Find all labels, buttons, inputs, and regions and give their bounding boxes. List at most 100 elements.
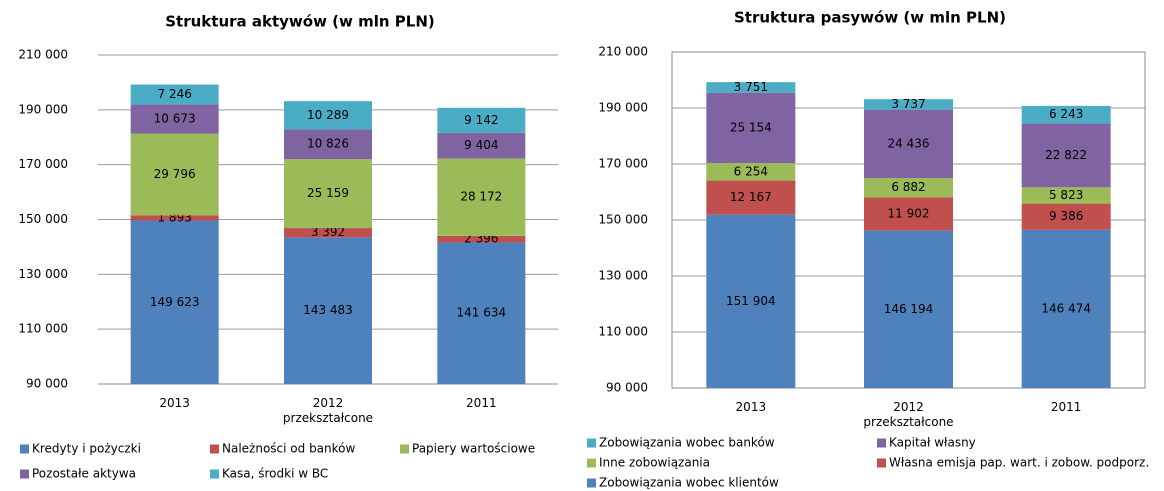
data-label: 29 796 xyxy=(154,167,196,181)
bar-segment xyxy=(864,99,953,110)
y-tick-label: 130 000 xyxy=(18,267,68,281)
legend-label: Należności od banków xyxy=(222,442,356,456)
bar-segment xyxy=(864,230,953,388)
bar-segment xyxy=(706,214,796,388)
legend-swatch xyxy=(210,469,219,479)
y-tick-label: 190 000 xyxy=(598,101,648,115)
legend-label: Kasa, środki w BC xyxy=(222,467,328,481)
bar-segment xyxy=(284,228,372,238)
data-label: 10 289 xyxy=(307,108,349,122)
y-tick-label: 150 000 xyxy=(18,212,68,226)
bar-segment xyxy=(1021,105,1111,124)
data-label: 25 159 xyxy=(307,186,349,200)
bar-segment xyxy=(437,107,526,133)
y-tick-label: 90 000 xyxy=(606,381,648,395)
legend-swatch xyxy=(400,444,409,454)
data-label: 146 194 xyxy=(884,302,934,316)
bar-segment xyxy=(437,132,526,159)
legend-label: Pozostałe aktywa xyxy=(32,467,136,481)
x-tick-label: 2012 przekształcone xyxy=(283,396,373,425)
bar-segment xyxy=(130,84,219,105)
bar-segment xyxy=(130,215,219,221)
y-tick-label: 150 000 xyxy=(598,213,648,227)
data-label: 3 751 xyxy=(734,80,768,94)
legend-swatch xyxy=(210,444,219,454)
data-label: 9 386 xyxy=(1049,209,1083,223)
data-label: 3 392 xyxy=(311,225,345,239)
data-label: 6 243 xyxy=(1049,107,1083,121)
data-label: 11 902 xyxy=(888,206,930,220)
legend-swatch xyxy=(20,469,29,479)
data-label: 5 823 xyxy=(1049,188,1083,202)
bar-segment xyxy=(437,235,526,243)
data-label: 24 436 xyxy=(888,136,930,150)
data-label: 6 882 xyxy=(891,180,925,194)
legend-label: Własna emisja pap. wart. i zobow. podpor… xyxy=(889,456,1149,470)
legend-label: Zobowiązania wobec klientów xyxy=(599,476,779,490)
y-tick-label: 170 000 xyxy=(598,157,648,171)
data-label: 9 404 xyxy=(464,138,498,152)
bar-segment xyxy=(1021,229,1111,388)
y-tick-label: 110 000 xyxy=(598,325,648,339)
bar-segment xyxy=(284,129,372,160)
bar-segment xyxy=(130,220,219,384)
legend-label: Kredyty i pożyczki xyxy=(32,442,141,456)
data-label: 149 623 xyxy=(150,295,200,309)
bar-segment xyxy=(437,242,526,384)
data-label: 10 826 xyxy=(307,137,349,151)
bar-segment xyxy=(706,82,796,93)
bar-segment xyxy=(1021,123,1111,188)
y-tick-label: 190 000 xyxy=(18,102,68,116)
legend-label: Papiery wartościowe xyxy=(412,442,535,456)
data-label: 3 737 xyxy=(891,97,925,111)
x-tick-label: 2012 przekształcone xyxy=(863,400,953,429)
data-label: 151 904 xyxy=(726,294,776,308)
x-tick-label: 2013 xyxy=(159,396,190,410)
data-label: 7 246 xyxy=(157,87,191,101)
y-tick-label: 110 000 xyxy=(18,322,68,336)
bar-segment xyxy=(130,133,219,216)
chart-title: Struktura pasywów (w mln PLN) xyxy=(734,9,1006,27)
bar-segment xyxy=(864,178,953,198)
x-tick-label: 2013 xyxy=(736,400,767,414)
data-label: 141 634 xyxy=(457,306,507,320)
y-tick-label: 130 000 xyxy=(598,269,648,283)
data-label: 10 673 xyxy=(154,112,196,126)
data-label: 6 254 xyxy=(734,164,768,178)
legend-swatch xyxy=(587,438,596,448)
x-tick-label: 2011 xyxy=(466,396,497,410)
chart-title: Struktura aktywów (w mln PLN) xyxy=(165,13,434,31)
bar-segment xyxy=(864,197,953,231)
y-tick-label: 90 000 xyxy=(26,377,68,391)
bar-segment xyxy=(437,158,526,236)
y-tick-label: 210 000 xyxy=(598,45,648,59)
bar-segment xyxy=(130,104,219,134)
y-tick-label: 210 000 xyxy=(18,48,68,62)
data-label: 143 483 xyxy=(303,303,353,317)
bar-segment xyxy=(706,180,796,215)
bar-segment xyxy=(706,163,796,181)
data-label: 28 172 xyxy=(460,190,502,204)
legend-label: Inne zobowiązania xyxy=(599,456,710,470)
legend-swatch xyxy=(587,478,596,488)
legend-label: Zobowiązania wobec banków xyxy=(599,436,775,450)
bar-segment xyxy=(864,109,953,179)
x-tick-label: 2011 xyxy=(1051,400,1082,414)
legend-swatch xyxy=(587,458,596,468)
data-label: 9 142 xyxy=(464,113,498,127)
data-label: 146 474 xyxy=(1041,301,1091,315)
y-tick-label: 170 000 xyxy=(18,157,68,171)
bar-segment xyxy=(284,101,372,130)
bar-segment xyxy=(284,159,372,229)
legend-swatch xyxy=(877,458,886,468)
data-label: 12 167 xyxy=(730,190,772,204)
legend-swatch xyxy=(877,438,886,448)
data-label: 22 822 xyxy=(1045,148,1087,162)
bar-segment xyxy=(706,92,796,164)
bar-segment xyxy=(1021,187,1111,204)
legend-swatch xyxy=(20,444,29,454)
bar-segment xyxy=(284,237,372,384)
bar-segment xyxy=(1021,203,1111,230)
legend-label: Kapitał własny xyxy=(889,436,976,450)
